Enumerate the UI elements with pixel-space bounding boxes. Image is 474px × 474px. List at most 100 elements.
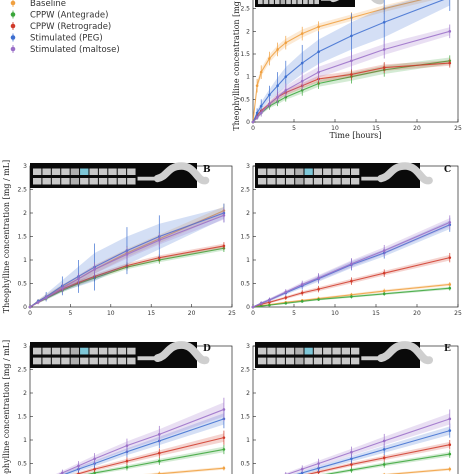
panel-letter: C <box>444 165 451 175</box>
data-point <box>350 468 353 472</box>
x-tick-label: 0 <box>251 125 255 132</box>
y-tick-label: 2 <box>246 390 250 397</box>
device-inset-image <box>30 162 210 188</box>
inset-segment <box>263 0 269 5</box>
data-point <box>93 457 96 461</box>
inset-segment <box>89 357 98 365</box>
data-point <box>268 57 271 60</box>
data-point <box>268 93 271 97</box>
data-point <box>157 433 161 436</box>
inset-segment <box>351 168 360 175</box>
series-line <box>325 453 450 474</box>
inset-connector <box>361 356 382 361</box>
inset-segment <box>70 357 80 365</box>
series-stimulated-maltose <box>283 409 452 474</box>
inset-segment <box>280 0 286 5</box>
x-tick-label: 0 <box>28 310 32 317</box>
data-point <box>284 290 288 294</box>
data-point <box>268 298 271 302</box>
panel-letter: E <box>444 344 451 354</box>
inset-segment <box>258 357 267 365</box>
y-tick-label: 1.5 <box>17 234 27 241</box>
inset-segment <box>127 178 136 185</box>
inset-segment <box>341 347 350 355</box>
inset-segment <box>108 168 117 175</box>
data-point <box>382 463 386 466</box>
data-point <box>259 301 263 305</box>
inset-segment <box>313 347 323 355</box>
data-point <box>448 417 452 421</box>
legend-item: Stimulated (maltose) <box>10 45 120 55</box>
x-tick-label: 25 <box>228 310 236 317</box>
legend-label: CPPW (Antegrade) <box>30 11 108 21</box>
inset-segment <box>33 168 42 175</box>
series-cppw-antegrade <box>83 444 226 474</box>
chart-panel-d: 0.5 1 1.5 2 2.5 3 D Theophylline concentration … <box>2 340 233 474</box>
device-inset-image <box>30 341 210 368</box>
inset-segment <box>117 168 127 175</box>
inset-segment <box>117 357 127 365</box>
inset-segment <box>89 168 98 175</box>
inset-segment <box>51 168 61 175</box>
data-point <box>125 459 129 463</box>
series-stimulated-maltose <box>251 24 452 124</box>
data-point <box>300 79 304 83</box>
x-tick-label: 20 <box>413 125 421 132</box>
data-point <box>317 287 320 291</box>
inset-segment <box>33 357 42 365</box>
device-inset-image <box>255 341 433 368</box>
y-tick-label: 2.5 <box>240 367 250 374</box>
data-point <box>268 102 271 106</box>
inset-segment <box>258 178 267 185</box>
x-tick-label: 0 <box>251 310 255 317</box>
y-tick-label: 1 <box>23 257 27 264</box>
inset-segment <box>313 178 323 185</box>
inset-segment <box>351 347 360 355</box>
data-point <box>77 277 80 281</box>
inset-segment <box>276 168 285 175</box>
inset-segment <box>332 168 341 175</box>
inset-segment <box>276 357 285 365</box>
data-point <box>255 116 259 119</box>
inset-segment <box>33 178 42 185</box>
series-cppw-antegrade <box>318 450 452 474</box>
inset-segment <box>303 0 308 5</box>
data-point <box>93 467 96 471</box>
data-point <box>276 48 279 51</box>
inset-segment <box>285 168 295 175</box>
data-point <box>222 436 226 439</box>
series-baseline <box>251 0 434 124</box>
inset-loop <box>153 162 210 185</box>
y-tick-label: 0.5 <box>17 281 27 288</box>
data-point <box>222 244 226 248</box>
data-point <box>448 452 452 456</box>
data-point <box>382 271 386 275</box>
y-tick-label: 1 <box>246 74 250 81</box>
legend-label: CPPW (Retrograde) <box>30 22 111 32</box>
y-tick-label: 1 <box>246 257 250 264</box>
data-point <box>251 120 255 124</box>
data-point <box>350 262 353 266</box>
data-point <box>448 256 452 259</box>
confidence-band <box>71 433 224 474</box>
data-point <box>61 286 64 290</box>
inset-connector <box>137 356 158 361</box>
y-tick-label: 2.5 <box>240 187 250 194</box>
inset-segment <box>286 0 291 5</box>
inset-segment <box>33 347 42 355</box>
inset-segment <box>267 178 276 185</box>
y-tick-label: 0 <box>23 304 27 311</box>
chart-panel-c: 0 0.5 1 1.5 2 2.5 3 0 5 10 15 20 25 C <box>240 162 462 317</box>
chart-panel-b: 0 0.5 1 1.5 2 2.5 3 0 5 10 15 20 25 B Theophylline con… <box>2 160 236 317</box>
data-point <box>350 457 353 461</box>
data-point <box>255 84 259 88</box>
data-point <box>284 41 288 44</box>
legend-item: Baseline <box>10 0 66 9</box>
data-point <box>317 276 320 280</box>
data-point <box>268 303 271 307</box>
confidence-band <box>83 446 224 474</box>
inset-segment <box>98 178 108 185</box>
inset-segment <box>297 0 303 5</box>
y-tick-label: 1 <box>23 437 27 444</box>
y-tick-label: 3 <box>23 163 27 170</box>
